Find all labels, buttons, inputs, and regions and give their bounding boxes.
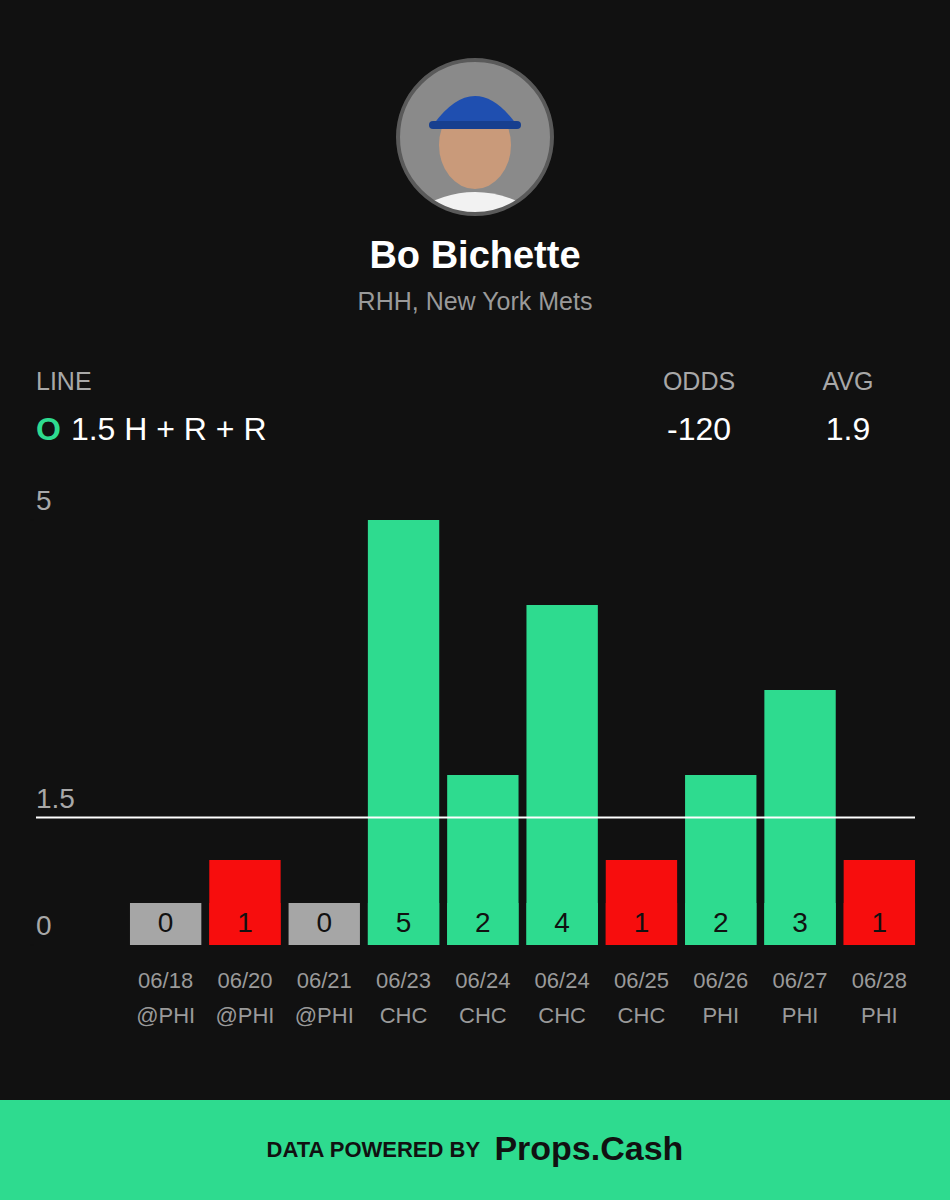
data-label: 1 [634,907,650,938]
background [0,0,950,1200]
avatar-bg [395,57,555,217]
x-tick-label: 06/28 [852,968,907,993]
x-tick-label: 06/21 [297,968,352,993]
data-label: 1 [872,907,888,938]
y-tick [30,945,34,946]
data-label: 0 [316,907,332,938]
x-opponent-label: PHI [702,1003,739,1028]
y-tick-label: 0 [36,910,52,941]
data-label: 3 [792,907,808,938]
data-label: 1 [237,907,253,938]
x-opponent-label: PHI [782,1003,819,1028]
x-opponent-label: CHC [538,1003,586,1028]
y-tick [30,817,34,818]
odds-label: ODDS [663,367,735,395]
data-label: 2 [713,907,729,938]
player-name: Bo Bichette [369,234,580,276]
y-tick-label: 5 [36,485,52,516]
x-tick-label: 06/23 [376,968,431,993]
player-subtitle: RHH, New York Mets [358,287,593,315]
data-label: 4 [554,907,570,938]
y-tick-label: 1.5 [36,783,75,814]
avatar [395,57,555,217]
avatar-brim [429,121,521,129]
x-opponent-label: PHI [861,1003,898,1028]
x-tick-label: 06/27 [773,968,828,993]
x-tick-label: 06/26 [693,968,748,993]
bar [368,520,439,945]
reference-line [36,817,915,819]
x-tick-label: 06/18 [138,968,193,993]
avatar-border [398,60,552,214]
bar [526,605,597,945]
x-opponent-label: CHC [618,1003,666,1028]
footer-band [0,1100,950,1200]
data-label: 2 [475,907,491,938]
line-label: LINE [36,367,92,395]
bar [844,860,915,945]
x-opponent-label: CHC [380,1003,428,1028]
label-chip [289,903,360,945]
x-tick-label: 06/24 [455,968,510,993]
avg-label: AVG [823,367,874,395]
x-opponent-label: @PHI [295,1003,354,1028]
data-label: 5 [396,907,412,938]
x-tick-label: 06/25 [614,968,669,993]
bar [289,945,360,946]
y-tick [30,520,34,521]
bar [685,775,756,945]
footer-brand: Props.Cash [494,1129,683,1167]
x-tick-label: 06/20 [217,968,272,993]
data-label: 0 [158,907,174,938]
x-opponent-label: @PHI [215,1003,274,1028]
line-text: 1.5 H + R + R [71,411,267,447]
avg-value: 1.9 [826,411,870,447]
x-opponent-label: CHC [459,1003,507,1028]
x-opponent-label: @PHI [136,1003,195,1028]
bar [606,860,677,945]
chart-card: Bo Bichette RHH, New York Mets LINE O 1.5 H … [0,0,950,1200]
line-side: O [36,411,61,447]
footer-prefix: DATA POWERED BY [267,1137,481,1162]
x-tick-label: 06/24 [535,968,590,993]
bar [130,945,201,946]
bar [447,775,518,945]
odds-value: -120 [667,411,731,447]
avatar-cap [433,96,517,125]
bar [209,860,280,945]
label-chip [130,903,201,945]
